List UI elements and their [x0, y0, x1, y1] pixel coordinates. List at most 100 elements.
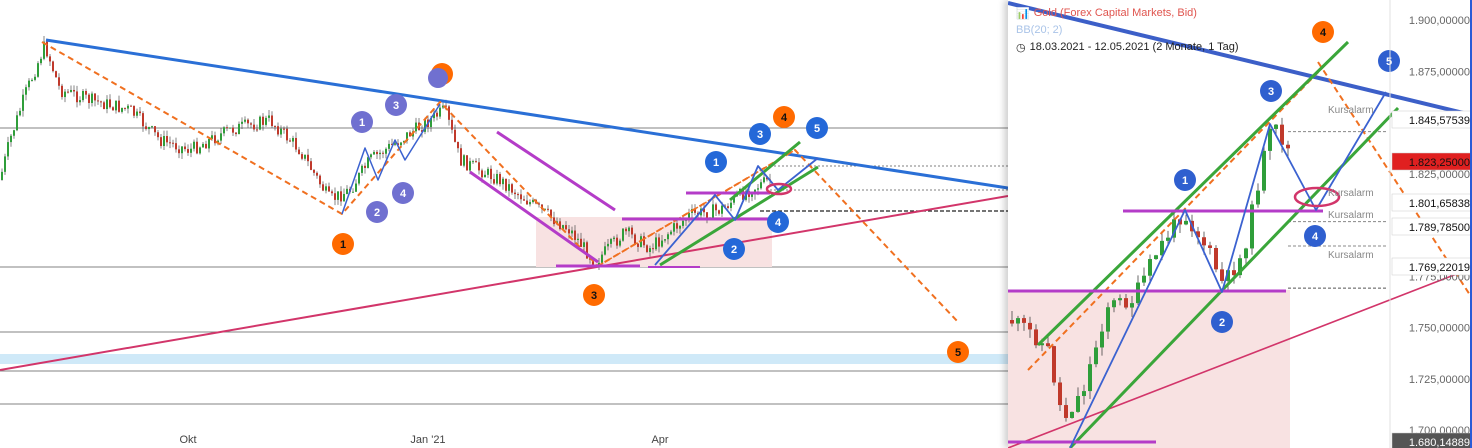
- candle-body: [400, 142, 402, 146]
- candle-body: [1250, 204, 1254, 249]
- wave-label-1: 2: [1211, 311, 1233, 333]
- wave-label-11: 3: [749, 123, 771, 145]
- wave-label-4-text: 1: [340, 239, 346, 251]
- candle-body: [394, 143, 396, 145]
- candle-body: [157, 132, 159, 138]
- candle-body: [718, 210, 720, 214]
- candle-body: [199, 147, 201, 154]
- wave-label-7-dot: [773, 106, 795, 128]
- candle-body: [1184, 220, 1188, 225]
- candle-body: [163, 136, 165, 147]
- candle-body: [508, 184, 510, 191]
- candle-body: [406, 132, 408, 141]
- candle-body: [316, 172, 318, 176]
- candle-body: [19, 110, 21, 116]
- green-channel-low: [659, 165, 819, 267]
- indicator-label: BB(20; 2): [1016, 24, 1062, 36]
- candle-body: [649, 248, 651, 252]
- candle-body: [361, 165, 363, 173]
- candle-body: [658, 237, 660, 247]
- candle-body: [244, 119, 246, 122]
- kursalarm-label: Kursalarm: [1328, 210, 1374, 221]
- support-band: [0, 354, 1008, 364]
- candle-body: [1040, 343, 1044, 346]
- gold-detail-panel[interactable]: 1 2 3 4 5 4 Kursalarm Kursalarm Kursalarm Kursala…: [1008, 0, 1472, 448]
- price-tag-5: 1.680,14889: [1391, 432, 1472, 448]
- candle-body: [247, 119, 249, 124]
- wave-label-0: 1: [351, 111, 373, 133]
- candle-body: [283, 128, 285, 130]
- candle-body: [328, 186, 330, 192]
- wave-label-6: 3: [583, 284, 605, 306]
- candle-body: [79, 100, 81, 103]
- candle-body: [43, 41, 45, 59]
- candle-body: [703, 208, 705, 213]
- candle-body: [208, 138, 210, 149]
- candle-body: [268, 115, 270, 118]
- candle-body: [1058, 382, 1062, 406]
- wave-label-11-text: 3: [757, 129, 763, 141]
- candle-body: [619, 240, 621, 246]
- candle-body: [388, 143, 390, 149]
- candle-body: [1118, 298, 1122, 301]
- candle-body: [1106, 307, 1110, 332]
- candle-body: [667, 234, 669, 240]
- price-tag-text: 1.845,57539: [1409, 115, 1470, 127]
- candle-body: [274, 126, 276, 128]
- candle-body: [439, 107, 441, 117]
- price-tag-text: 1.680,14889: [1409, 437, 1470, 448]
- candle-body: [760, 182, 762, 189]
- candle-body: [496, 173, 498, 184]
- wave-label-0-text: 1: [1182, 175, 1188, 187]
- chart-background: [0, 0, 1008, 448]
- candle-body: [25, 87, 27, 95]
- candle-body: [625, 228, 627, 232]
- candle-body: [1022, 318, 1026, 323]
- green-channel-high: [1036, 40, 1350, 347]
- candle-body: [256, 129, 258, 131]
- wave-label-1-dot: [366, 201, 388, 223]
- candle-body: [1088, 364, 1092, 392]
- candle-body: [55, 71, 57, 78]
- candle-body: [253, 124, 255, 130]
- wave-label-7-text: 4: [781, 112, 788, 124]
- candle-body: [679, 225, 681, 229]
- candle-body: [661, 240, 663, 247]
- wave-label-2-text: 3: [393, 100, 399, 112]
- candle-body: [85, 91, 87, 95]
- candle-body: [58, 77, 60, 86]
- wave-label-0-text: 1: [359, 117, 365, 129]
- candle-body: [652, 248, 654, 250]
- candle-body: [1130, 303, 1134, 308]
- candle-body: [154, 126, 156, 133]
- candle-body: [637, 243, 639, 247]
- candle-body: [73, 89, 75, 92]
- candle-body: [343, 193, 345, 202]
- support-trendline: [0, 195, 1008, 371]
- candle-body: [313, 169, 315, 173]
- candle-body: [1268, 128, 1272, 151]
- gold-detail-chart[interactable]: 1 2 3 4 5 4 Kursalarm Kursalarm Kursalarm Kursala…: [1008, 0, 1472, 448]
- candle-body: [1208, 245, 1212, 248]
- candle-body: [1064, 405, 1068, 418]
- candle-body: [751, 194, 753, 197]
- candle-body: [715, 204, 717, 211]
- candle-body: [583, 242, 585, 247]
- candle-body: [151, 126, 153, 128]
- candle-body: [49, 56, 51, 62]
- candle-body: [340, 191, 342, 202]
- candle-body: [1238, 258, 1242, 276]
- candle-body: [664, 239, 666, 241]
- alarm-ellipse: [765, 182, 793, 196]
- candle-body: [628, 227, 630, 232]
- candle-body: [766, 177, 768, 180]
- candle-body: [91, 93, 93, 103]
- candle-body: [322, 184, 324, 191]
- candle-body: [64, 91, 66, 98]
- candle-body: [220, 133, 222, 141]
- candle-body: [1142, 275, 1146, 283]
- candle-body: [88, 94, 90, 103]
- y-tick-label: 1.725,00000: [1409, 374, 1470, 386]
